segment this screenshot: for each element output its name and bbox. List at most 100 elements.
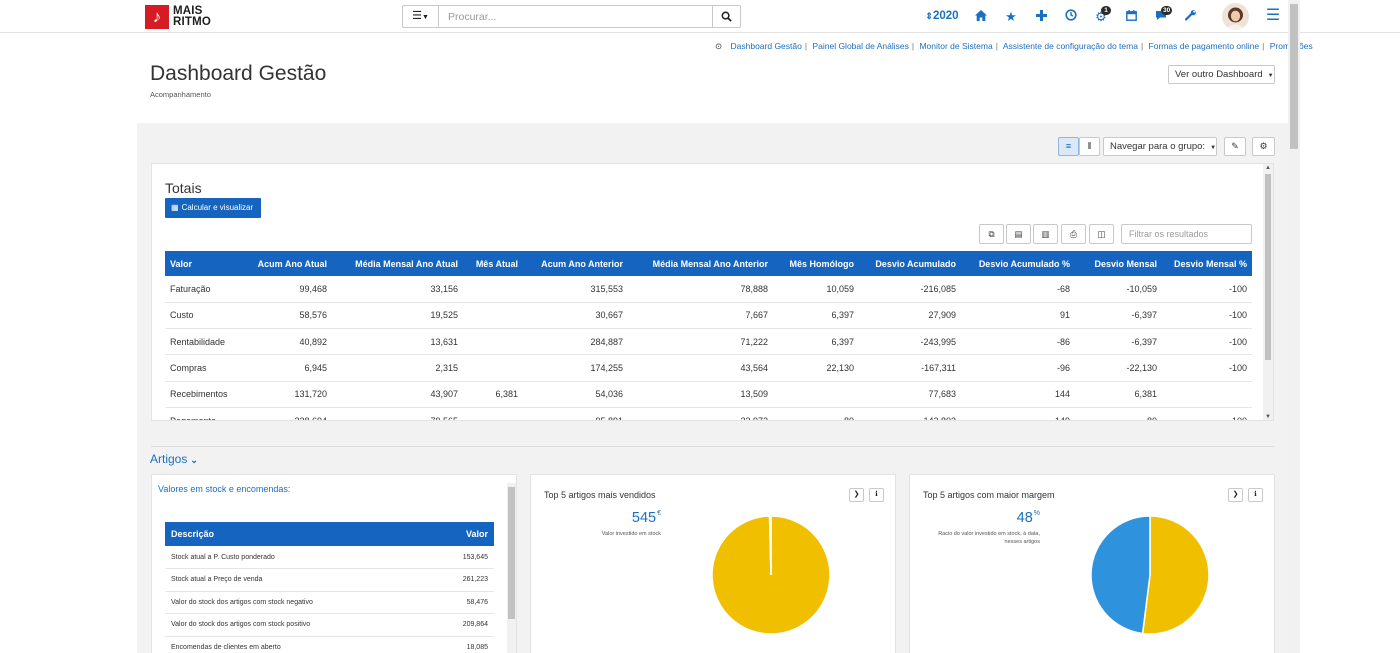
scrollbar-thumb[interactable] [508, 487, 515, 619]
star-icon: ★ [1005, 9, 1017, 24]
messages-button[interactable]: 30 [1146, 4, 1176, 29]
column-header-media-mensal-ano-anterior[interactable]: Média Mensal Ano Anterior [628, 251, 773, 276]
search-type-dropdown[interactable]: ☰▼ [402, 5, 438, 28]
column-visibility-button[interactable]: ◫ [1089, 224, 1114, 244]
user-avatar[interactable] [1222, 3, 1249, 30]
logo[interactable]: ♪ MAIS RITMO [145, 4, 211, 29]
column-header-descricao[interactable]: Descrição [165, 522, 430, 546]
logo-text-line2: RITMO [173, 15, 212, 28]
export-csv-button[interactable]: ▤ [1006, 224, 1031, 244]
breadcrumb-separator: | [1262, 41, 1265, 51]
pie-slice-1[interactable] [768, 515, 772, 576]
table-row[interactable]: Recebimentos 131,720 43,907 6,381 54,036 13,5… [165, 381, 1252, 408]
logo-text: MAIS RITMO [173, 5, 212, 28]
stock-scrollbar[interactable] [507, 483, 516, 653]
music-note-icon: ♪ [145, 4, 169, 29]
caret-down-icon: ▼ [421, 14, 429, 21]
breadcrumb-link-dashboard-gestao[interactable]: Dashboard Gestão [730, 41, 802, 51]
top-sold-kpi: 545€ [591, 510, 661, 526]
column-header-desvio-acumulado[interactable]: Desvio Acumulado [859, 251, 961, 276]
history-button[interactable] [1056, 4, 1086, 29]
column-header-desvio-acumulado-pct[interactable]: Desvio Acumulado % [961, 251, 1075, 276]
table-row[interactable]: Stock atual a Preço de venda 261,223 [165, 568, 494, 592]
column-header-acum-ano-anterior[interactable]: Acum Ano Anterior [523, 251, 628, 276]
table-cell: -243,995 [859, 328, 961, 356]
top-sold-card: Top 5 artigos mais vendidos ❯ ℹ 545€ Val… [530, 474, 896, 653]
breadcrumb-link-monitor-sistema[interactable]: Monitor de Sistema [919, 41, 993, 51]
pie-slice-0[interactable] [1141, 515, 1210, 635]
table-row[interactable]: Stock atual a P. Custo ponderado 153,645 [165, 546, 494, 569]
search-button[interactable] [713, 5, 741, 28]
top-margin-kpi-label-line2: nesses artigos [1004, 539, 1040, 545]
table-row[interactable]: Pagamento 238,694 79,565 95,891 23,973 80 142,… [165, 407, 1252, 420]
artigos-section-toggle[interactable]: Artigos ⌄ [150, 452, 198, 466]
column-header-mes-atual[interactable]: Mês Atual [463, 251, 523, 276]
messages-badge: 30 [1161, 6, 1173, 15]
table-cell: 80 [773, 407, 859, 420]
scrollbar-thumb[interactable] [1290, 4, 1298, 149]
table-cell: 131,720 [237, 381, 332, 408]
column-header-valor[interactable]: Valor [165, 251, 237, 276]
tools-button[interactable] [1176, 4, 1206, 29]
row-label: Rentabilidade [165, 328, 237, 356]
favorites-button[interactable]: ★ [996, 4, 1026, 29]
table-cell: -6,397 [1075, 328, 1162, 356]
info-icon: ℹ [1254, 491, 1257, 498]
info-icon: ℹ [875, 491, 878, 498]
totais-scrollbar[interactable]: ▲ ▼ [1263, 164, 1273, 420]
stock-value: 261,223 [429, 568, 494, 592]
top-sold-info-button[interactable]: ℹ [869, 488, 884, 502]
top-margin-next-button[interactable]: ❯ [1228, 488, 1243, 502]
export-pdf-button[interactable]: ▥ [1033, 224, 1058, 244]
stock-value: 209,864 [429, 613, 494, 637]
table-row[interactable]: Rentabilidade 40,892 13,631 284,887 71,222 6,… [165, 328, 1252, 356]
calculator-icon: ▦ [171, 203, 179, 212]
column-header-valor[interactable]: Valor [429, 522, 494, 546]
list-view-button[interactable]: ≡ [1058, 137, 1079, 156]
filter-input[interactable] [1121, 224, 1252, 244]
calendar-icon [1125, 10, 1137, 21]
table-cell: -86 [961, 328, 1075, 356]
table-cell: -100 [1162, 328, 1252, 356]
table-row[interactable]: Encomendas de clientes em aberto 18,085 [165, 636, 494, 653]
search-input[interactable] [438, 5, 713, 28]
top-sold-next-button[interactable]: ❯ [849, 488, 864, 502]
copy-button[interactable]: ⧉ [979, 224, 1004, 244]
notifications-button[interactable]: ⚙ 1 [1086, 4, 1116, 29]
column-header-desvio-mensal-pct[interactable]: Desvio Mensal % [1162, 251, 1252, 276]
column-header-mes-homologo[interactable]: Mês Homólogo [773, 251, 859, 276]
table-header-row: Descrição Valor [165, 522, 494, 546]
table-row[interactable]: Faturação 99,468 33,156 315,553 78,888 10,059… [165, 276, 1252, 303]
table-cell: 22,130 [773, 354, 859, 382]
table-row[interactable]: Compras 6,945 2,315 174,255 43,564 22,130 -167… [165, 354, 1252, 382]
settings-button[interactable]: ⚙ [1252, 137, 1275, 156]
print-button[interactable]: ⎙ [1061, 224, 1086, 244]
table-cell [463, 354, 523, 382]
menu-button[interactable]: ☰ [1263, 6, 1283, 26]
table-row[interactable]: Custo 58,576 19,525 30,667 7,667 6,397 27,909 9… [165, 302, 1252, 330]
calculate-button[interactable]: ▦ Calcular e visualizar [165, 198, 261, 218]
columns-view-button[interactable]: ⦀ [1079, 137, 1100, 156]
year-selector[interactable]: ⇕2020 [918, 4, 966, 29]
other-dashboard-dropdown[interactable]: Ver outro Dashboard ▼ [1168, 65, 1275, 84]
edit-button[interactable]: ✎ [1224, 137, 1246, 156]
calendar-button[interactable] [1116, 4, 1146, 29]
table-cell: 13,509 [628, 381, 773, 408]
navigate-group-dropdown[interactable]: Navegar para o grupo: ▼ [1103, 137, 1217, 156]
top-margin-info-button[interactable]: ℹ [1248, 488, 1263, 502]
add-button[interactable] [1026, 4, 1056, 29]
table-row[interactable]: Valor do stock dos artigos com stock pos… [165, 613, 494, 637]
breadcrumb-link-assistente-tema[interactable]: Assistente de configuração do tema [1002, 41, 1138, 51]
scrollbar-thumb[interactable] [1265, 174, 1271, 360]
breadcrumb-link-painel-global[interactable]: Painel Global de Análises [812, 41, 909, 51]
column-header-acum-ano-atual[interactable]: Acum Ano Atual [237, 251, 332, 276]
column-header-desvio-mensal[interactable]: Desvio Mensal [1075, 251, 1162, 276]
breadcrumb-link-formas-pagamento[interactable]: Formas de pagamento online [1148, 41, 1260, 51]
table-row[interactable]: Valor do stock dos artigos com stock neg… [165, 591, 494, 614]
home-button[interactable] [966, 4, 996, 29]
pie-slice-1[interactable] [1090, 515, 1151, 635]
table-cell: 174,255 [523, 354, 628, 382]
page-scrollbar[interactable] [1288, 0, 1300, 653]
top-sold-pie-chart [711, 515, 831, 635]
column-header-media-mensal-ano-atual[interactable]: Média Mensal Ano Atual [332, 251, 463, 276]
